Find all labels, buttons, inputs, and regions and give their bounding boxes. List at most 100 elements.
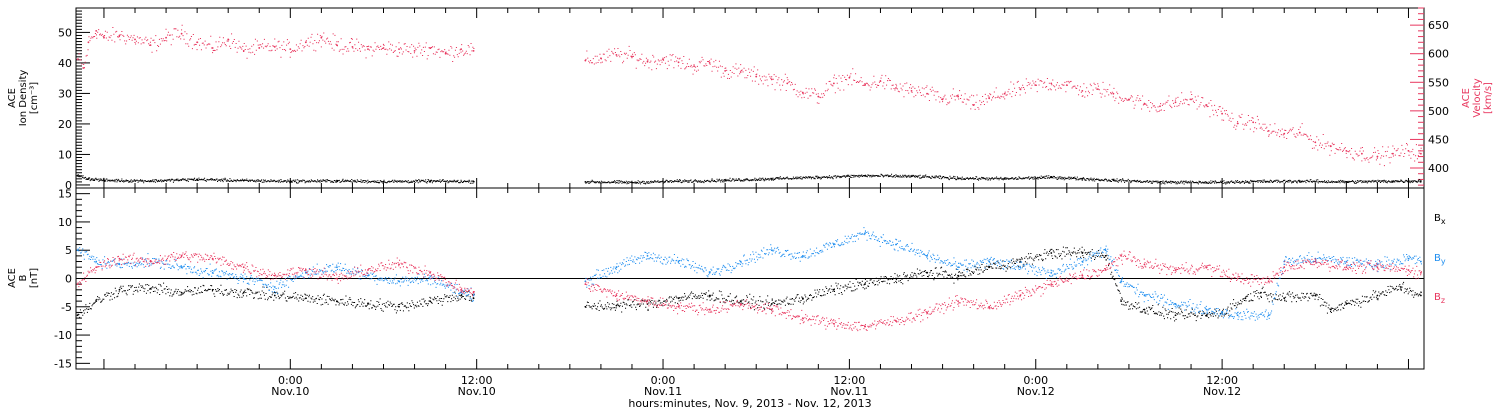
bx-series-point-46 — [1419, 294, 1422, 297]
velocity-axis-title: ACE Velocity [km/s] — [1461, 78, 1494, 117]
x-tick-label-time: 0:00 — [1023, 374, 1048, 387]
density-series-point-23 — [1112, 179, 1115, 182]
density-series-point-11 — [584, 181, 587, 183]
top-panel-frame — [75, 7, 1425, 189]
legend-Bz: Bz — [1434, 292, 1445, 305]
velocity-series-point-44 — [817, 95, 820, 98]
density-series-point-30 — [1419, 180, 1422, 182]
legend-Bx: Bx — [1434, 213, 1446, 226]
by-series-point-4 — [180, 266, 183, 269]
by-series-point-27 — [957, 266, 959, 269]
velocity-series-point-9 — [180, 32, 183, 35]
by-series — [76, 227, 1422, 321]
density-tick-label: 10 — [58, 148, 72, 161]
by-series-point-20 — [739, 260, 742, 263]
density-tick-label: 20 — [58, 118, 72, 131]
x-tick-label-date: Nov.10 — [458, 385, 496, 398]
bz-series-point-40 — [1314, 260, 1317, 263]
velocity-series-point-2 — [87, 41, 90, 44]
velocity-series-point-41 — [770, 78, 773, 81]
density-axis-title-line: Ion Density — [18, 70, 29, 127]
bx-series-point-2 — [118, 288, 121, 291]
velocity-series-point-73 — [1267, 129, 1270, 132]
velocity-series-point-61 — [1081, 89, 1084, 92]
velocity-series-point-33 — [646, 60, 649, 63]
velocity-series-point-59 — [1050, 82, 1053, 85]
velocity-series-point-37 — [708, 61, 711, 64]
by-series-point-24 — [864, 232, 866, 235]
bz-series-point-34 — [1143, 263, 1146, 266]
by-series-point-30 — [1050, 271, 1053, 274]
by-series-point-2 — [118, 263, 121, 266]
density-axis-title-line: [cm⁻³] — [29, 82, 40, 114]
bz-series-point-13 — [460, 288, 463, 291]
bz-series-point-4 — [180, 254, 183, 257]
velocity-series-point-56 — [1003, 92, 1006, 95]
x-tick-label-time: 12:00 — [1206, 374, 1238, 387]
velocity-series-point-70 — [1221, 112, 1224, 115]
velocity-series-point-11 — [211, 47, 214, 49]
b-tick-label: 10 — [58, 216, 72, 229]
bz-series-point-27 — [957, 300, 959, 303]
x-tick-label-date: Nov.12 — [1017, 385, 1055, 398]
by-series-point-1 — [95, 260, 98, 263]
bx-series-point-25 — [895, 277, 897, 280]
bx-series-point-7 — [273, 294, 276, 297]
velocity-series-point-42 — [786, 82, 789, 85]
x-axis-title: hours:minutes, Nov. 9, 2013 - Nov. 12, 2… — [628, 397, 871, 410]
by-series-point-0 — [76, 249, 79, 252]
x-tick-label-time: 0:00 — [278, 374, 303, 387]
velocity-series-point-26 — [444, 52, 447, 55]
x-tick-label-date: Nov.11 — [644, 385, 682, 398]
bx-series-point-30 — [1050, 252, 1053, 254]
bz-series-point-30 — [1050, 283, 1053, 286]
b-axis-title-line: B — [18, 274, 29, 281]
b-tick-label: 0 — [65, 273, 72, 286]
velocity-series-point-21 — [367, 48, 369, 51]
velocity-series-point-72 — [1252, 121, 1255, 124]
velocity-series-point-32 — [631, 55, 633, 58]
density-tick-label: 40 — [58, 57, 72, 70]
velocity-series-point-38 — [724, 69, 727, 72]
velocity-tick-label: 500 — [1428, 105, 1449, 118]
bx-series-point-1 — [95, 300, 98, 303]
velocity-series-point-8 — [165, 36, 167, 39]
bx-series-trace — [77, 246, 1422, 322]
velocity-tick-label: 550 — [1428, 76, 1449, 89]
velocity-tick-label: 400 — [1428, 162, 1449, 175]
velocity-series-point-66 — [1159, 105, 1161, 108]
velocity-series-point-28 — [472, 49, 475, 52]
density-tick-label: 50 — [58, 26, 72, 39]
by-series-point-38 — [1236, 314, 1239, 317]
x-tick-label-time: 12:00 — [834, 374, 866, 387]
density-tick-label: 0 — [65, 179, 72, 192]
bz-series — [76, 250, 1422, 332]
velocity-series-point-22 — [382, 47, 385, 49]
velocity-series-point-53 — [957, 95, 959, 98]
bz-series-point-0 — [76, 283, 79, 286]
velocity-series-point-63 — [1112, 92, 1115, 95]
velocity-series-point-62 — [1096, 88, 1099, 91]
bx-series-point-33 — [1120, 300, 1123, 303]
velocity-series-point-49 — [895, 87, 897, 89]
bz-series-point-10 — [367, 269, 369, 271]
bz-series-point-31 — [1081, 274, 1084, 277]
bz-series-trace — [77, 250, 1422, 332]
bz-series-point-11 — [398, 263, 400, 266]
velocity-series-point-67 — [1174, 101, 1177, 104]
bx-series-point-21 — [770, 303, 773, 305]
density-series-point-0 — [76, 174, 79, 177]
bz-series-point-9 — [336, 277, 338, 280]
velocity-series-point-74 — [1283, 132, 1286, 135]
by-series-point-17 — [646, 254, 649, 257]
x-tick-label-date: Nov.10 — [271, 385, 309, 398]
velocity-series-point-18 — [320, 36, 323, 39]
by-series-point-7 — [273, 286, 276, 288]
x-tick-label-time: 0:00 — [651, 374, 676, 387]
bz-series-point-44 — [1419, 271, 1422, 274]
b-tick-label: -15 — [54, 357, 72, 370]
velocity-series-point-20 — [351, 45, 354, 48]
velocity-series-point-50 — [910, 89, 913, 92]
velocity-series — [76, 24, 1422, 167]
velocity-series-point-4 — [103, 36, 105, 39]
